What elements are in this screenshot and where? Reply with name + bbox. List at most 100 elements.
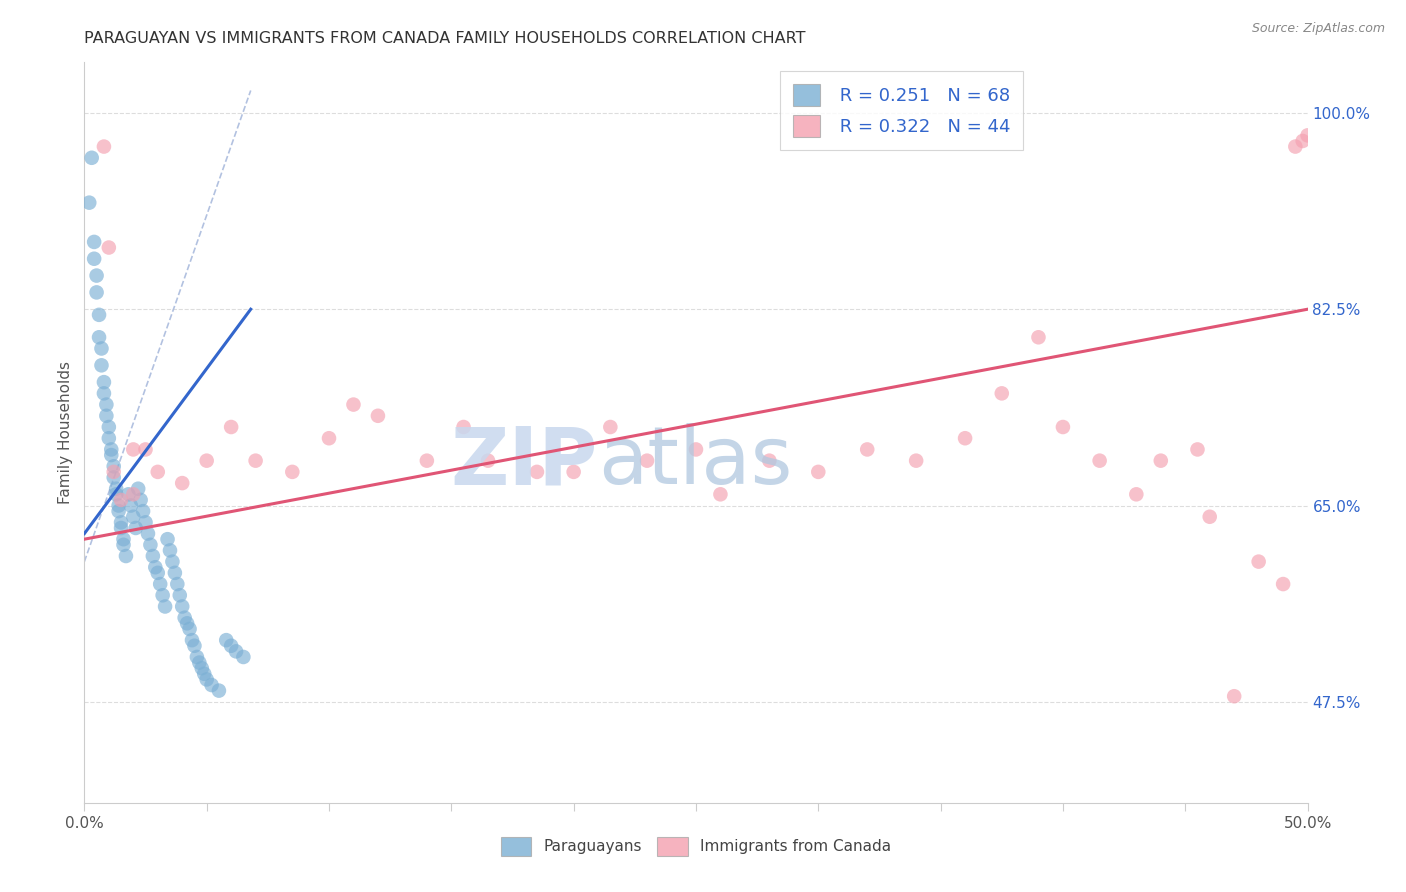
Point bbox=[758, 453, 780, 467]
Point bbox=[195, 673, 218, 687]
Point bbox=[110, 492, 132, 507]
Point bbox=[97, 431, 120, 445]
Point bbox=[135, 442, 157, 457]
Point bbox=[77, 195, 100, 210]
Point bbox=[83, 252, 105, 266]
Point bbox=[208, 683, 231, 698]
Point bbox=[1284, 139, 1306, 153]
Point bbox=[87, 308, 110, 322]
Point bbox=[342, 398, 364, 412]
Point bbox=[318, 431, 340, 445]
Point bbox=[1296, 128, 1319, 143]
Point bbox=[179, 622, 201, 636]
Point bbox=[1223, 690, 1246, 704]
Point bbox=[162, 555, 184, 569]
Point bbox=[219, 639, 242, 653]
Point bbox=[132, 504, 155, 518]
Point bbox=[232, 650, 254, 665]
Point bbox=[163, 566, 186, 580]
Point bbox=[215, 633, 238, 648]
Point bbox=[1292, 134, 1315, 148]
Point bbox=[96, 398, 118, 412]
Point bbox=[103, 459, 125, 474]
Point bbox=[86, 268, 108, 283]
Point bbox=[186, 650, 208, 665]
Point bbox=[905, 453, 928, 467]
Legend: Paraguayans, Immigrants from Canada: Paraguayans, Immigrants from Canada bbox=[495, 831, 897, 862]
Point bbox=[153, 599, 176, 614]
Point bbox=[225, 644, 247, 658]
Point bbox=[453, 420, 475, 434]
Point bbox=[193, 666, 215, 681]
Point bbox=[117, 487, 139, 501]
Point bbox=[169, 588, 191, 602]
Point bbox=[100, 448, 122, 462]
Point bbox=[562, 465, 585, 479]
Point bbox=[1187, 442, 1209, 457]
Point bbox=[953, 431, 976, 445]
Point bbox=[245, 453, 267, 467]
Point bbox=[110, 516, 132, 530]
Point bbox=[1088, 453, 1111, 467]
Point bbox=[103, 465, 125, 479]
Point bbox=[183, 639, 205, 653]
Point bbox=[195, 453, 218, 467]
Point bbox=[125, 521, 148, 535]
Text: atlas: atlas bbox=[598, 423, 793, 501]
Point bbox=[172, 599, 194, 614]
Point bbox=[159, 543, 181, 558]
Point bbox=[149, 577, 172, 591]
Point bbox=[112, 532, 135, 546]
Point bbox=[477, 453, 499, 467]
Point bbox=[176, 616, 198, 631]
Point bbox=[93, 386, 115, 401]
Point bbox=[97, 420, 120, 434]
Point bbox=[107, 504, 129, 518]
Point bbox=[93, 375, 115, 389]
Point bbox=[172, 476, 194, 491]
Point bbox=[1198, 509, 1220, 524]
Point bbox=[103, 470, 125, 484]
Point bbox=[120, 499, 142, 513]
Point bbox=[86, 285, 108, 300]
Point bbox=[146, 566, 169, 580]
Point bbox=[100, 442, 122, 457]
Point bbox=[685, 442, 707, 457]
Point bbox=[97, 240, 120, 254]
Point bbox=[1272, 577, 1295, 591]
Point bbox=[110, 521, 132, 535]
Point bbox=[142, 549, 165, 563]
Point bbox=[166, 577, 188, 591]
Point bbox=[807, 465, 830, 479]
Point bbox=[526, 465, 548, 479]
Point bbox=[156, 532, 179, 546]
Point bbox=[1028, 330, 1050, 344]
Point bbox=[1125, 487, 1147, 501]
Point bbox=[122, 509, 145, 524]
Point bbox=[181, 633, 204, 648]
Y-axis label: Family Households: Family Households bbox=[58, 361, 73, 504]
Point bbox=[367, 409, 389, 423]
Point bbox=[991, 386, 1014, 401]
Point bbox=[112, 538, 135, 552]
Point bbox=[105, 487, 128, 501]
Point bbox=[1052, 420, 1074, 434]
Point bbox=[191, 661, 214, 675]
Point bbox=[87, 330, 110, 344]
Point bbox=[135, 516, 157, 530]
Point bbox=[115, 549, 138, 563]
Point bbox=[96, 409, 118, 423]
Point bbox=[1247, 555, 1270, 569]
Point bbox=[709, 487, 731, 501]
Text: ZIP: ZIP bbox=[451, 423, 598, 501]
Point bbox=[599, 420, 621, 434]
Point bbox=[127, 482, 149, 496]
Point bbox=[200, 678, 222, 692]
Point bbox=[1150, 453, 1173, 467]
Point bbox=[636, 453, 658, 467]
Point bbox=[90, 359, 112, 373]
Point bbox=[146, 465, 169, 479]
Point bbox=[152, 588, 174, 602]
Point bbox=[122, 487, 145, 501]
Point bbox=[416, 453, 439, 467]
